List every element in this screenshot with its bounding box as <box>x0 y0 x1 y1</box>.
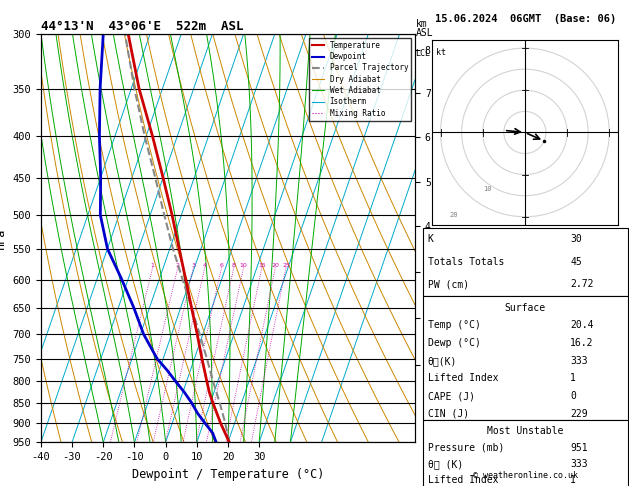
Text: kt: kt <box>437 48 447 57</box>
Text: θᴄ (K): θᴄ (K) <box>428 459 463 469</box>
Text: 229: 229 <box>571 409 588 419</box>
Text: LCL: LCL <box>415 49 430 58</box>
Text: Surface: Surface <box>504 303 546 312</box>
Text: 951: 951 <box>571 443 588 452</box>
Text: 3: 3 <box>191 262 196 267</box>
Text: θᴄ(K): θᴄ(K) <box>428 356 457 366</box>
Text: Totals Totals: Totals Totals <box>428 257 504 267</box>
Text: 1: 1 <box>151 262 155 267</box>
Text: 333: 333 <box>571 356 588 366</box>
Text: 15: 15 <box>258 262 266 267</box>
Y-axis label: hPa: hPa <box>0 227 7 249</box>
Text: 6: 6 <box>220 262 223 267</box>
Text: 44°13'N  43°06'E  522m  ASL: 44°13'N 43°06'E 522m ASL <box>41 20 243 33</box>
Text: Temp (°C): Temp (°C) <box>428 320 481 330</box>
Text: ASL: ASL <box>416 29 433 38</box>
Text: Pressure (mb): Pressure (mb) <box>428 443 504 452</box>
Text: 15.06.2024  06GMT  (Base: 06): 15.06.2024 06GMT (Base: 06) <box>435 14 616 24</box>
Text: 16.2: 16.2 <box>571 338 594 348</box>
Text: 30: 30 <box>571 234 582 244</box>
Text: 1: 1 <box>571 373 576 383</box>
Text: Lifted Index: Lifted Index <box>428 373 498 383</box>
Text: 4: 4 <box>203 262 207 267</box>
Text: 10: 10 <box>240 262 247 267</box>
Text: PW (cm): PW (cm) <box>428 279 469 290</box>
X-axis label: Dewpoint / Temperature (°C): Dewpoint / Temperature (°C) <box>132 468 324 481</box>
Text: Lifted Index: Lifted Index <box>428 475 498 486</box>
Legend: Temperature, Dewpoint, Parcel Trajectory, Dry Adiabat, Wet Adiabat, Isotherm, Mi: Temperature, Dewpoint, Parcel Trajectory… <box>309 38 411 121</box>
Text: Most Unstable: Most Unstable <box>487 426 564 436</box>
Text: CAPE (J): CAPE (J) <box>428 391 475 401</box>
Text: 20.4: 20.4 <box>571 320 594 330</box>
Text: CIN (J): CIN (J) <box>428 409 469 419</box>
Text: 0: 0 <box>571 391 576 401</box>
Text: K: K <box>428 234 433 244</box>
Text: 8: 8 <box>232 262 236 267</box>
Text: 25: 25 <box>282 262 290 267</box>
Text: 20: 20 <box>271 262 279 267</box>
Text: km: km <box>416 19 428 29</box>
Text: 45: 45 <box>571 257 582 267</box>
Text: 2: 2 <box>175 262 180 267</box>
Text: 20: 20 <box>449 212 457 218</box>
Text: 10: 10 <box>482 187 491 192</box>
Text: © weatheronline.co.uk: © weatheronline.co.uk <box>473 471 577 480</box>
Text: 2.72: 2.72 <box>571 279 594 290</box>
Text: Dewp (°C): Dewp (°C) <box>428 338 481 348</box>
Text: 1: 1 <box>571 475 576 486</box>
Text: 333: 333 <box>571 459 588 469</box>
